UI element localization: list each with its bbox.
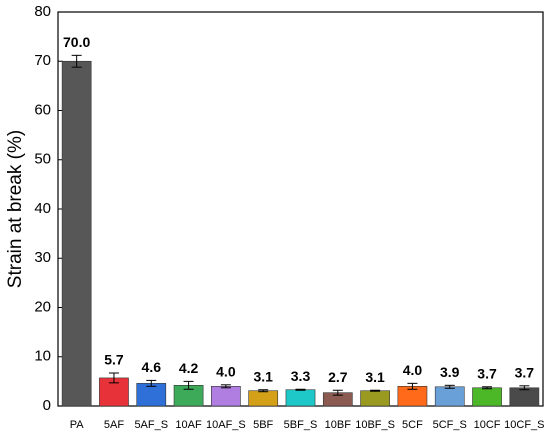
error-bar xyxy=(370,389,381,392)
bar xyxy=(509,387,540,407)
error-bar xyxy=(108,372,119,384)
bar xyxy=(434,386,465,407)
x-tick-label: 10BF_S xyxy=(355,419,395,431)
x-tick-label: 5BF_S xyxy=(284,419,318,431)
bar xyxy=(61,60,92,407)
bar xyxy=(285,389,316,407)
y-tick-label: 40 xyxy=(34,200,51,217)
y-axis-label: Strain at break (%) xyxy=(5,130,26,288)
error-bar xyxy=(444,384,455,389)
x-tick-label: 5CF xyxy=(402,419,423,431)
value-label: 3.1 xyxy=(365,369,385,385)
bar xyxy=(211,385,241,407)
error-bar xyxy=(71,54,82,68)
error-bar xyxy=(332,389,343,396)
error-bar xyxy=(519,385,530,391)
y-tick-label: 80 xyxy=(34,3,51,20)
error-bar xyxy=(295,388,306,391)
y-tick-label: 50 xyxy=(34,151,51,168)
y-tick-label: 60 xyxy=(34,101,51,118)
x-tick-label: 10AF_S xyxy=(206,419,246,431)
error-bar xyxy=(407,382,418,390)
x-tick-label: 5AF xyxy=(104,419,124,431)
x-tick-label: 5BF xyxy=(253,419,273,431)
x-tick-label: 10AF xyxy=(175,419,202,431)
x-tick-label: PA xyxy=(70,419,85,431)
value-label: 2.7 xyxy=(328,369,348,385)
x-tick-label: 5AF_S xyxy=(134,419,168,431)
error-bar xyxy=(220,384,231,389)
x-tick-label: 10CF xyxy=(474,419,501,431)
error-bar xyxy=(146,379,157,387)
value-label: 4.6 xyxy=(142,359,162,375)
y-tick-label: 30 xyxy=(34,249,51,266)
value-label: 4.0 xyxy=(216,364,236,380)
plot-frame xyxy=(57,11,544,407)
x-tick-label: 10BF xyxy=(325,419,352,431)
value-label: 4.2 xyxy=(179,360,199,376)
value-label: 3.1 xyxy=(253,368,273,384)
value-label: 3.3 xyxy=(291,368,311,384)
value-label: 3.7 xyxy=(477,365,497,381)
value-label: 3.9 xyxy=(440,364,460,380)
x-tick-label: 10CF_S xyxy=(504,419,544,431)
bar xyxy=(248,390,279,407)
value-label: 5.7 xyxy=(104,352,124,368)
value-label: 3.7 xyxy=(515,365,535,381)
value-label: 70.0 xyxy=(63,34,90,50)
value-label: 4.0 xyxy=(403,362,423,378)
bar xyxy=(360,390,390,407)
x-tick-label: 5CF_S xyxy=(433,419,467,431)
error-bar xyxy=(258,389,269,393)
y-tick-label: 70 xyxy=(34,52,51,69)
error-bar xyxy=(482,386,493,390)
error-bar xyxy=(183,380,194,390)
y-tick-label: 10 xyxy=(34,348,51,365)
y-tick-label: 0 xyxy=(43,397,51,414)
bar xyxy=(472,387,502,407)
y-tick-label: 20 xyxy=(34,298,51,315)
